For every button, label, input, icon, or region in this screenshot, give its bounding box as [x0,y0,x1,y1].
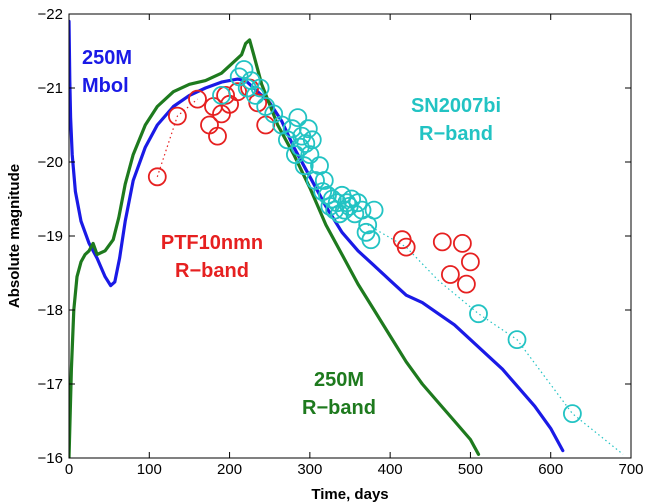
data-point [469,304,488,324]
x-tick-label: 500 [458,461,483,478]
axes-frame [68,13,632,459]
axis-ticks: 0 100 200 300 400 500 600 700 −16 −17 −18 −19 −20 −21… [38,6,644,478]
data-point [167,106,187,126]
x-tick-label: 600 [538,461,563,478]
annotation-sn2007bi-line1: SN2007bi [411,95,501,117]
annotation-sn2007bi-line2: R−band [419,123,493,145]
annotation-ptf10nmn: PTF10nmn R−band [161,232,263,282]
series-line-250m-r-band [69,38,481,458]
data-point [507,330,527,350]
data-point [563,404,582,424]
data-point [147,167,167,187]
y-tick-label: −18 [38,302,63,319]
data-point [188,89,207,109]
series-sn2007bi-r-band [212,60,582,424]
data-point [300,145,320,165]
y-tick-label: −16 [38,450,63,467]
annotation-250m-rband-line1: 250M [314,369,364,391]
x-tick-label: 0 [65,461,73,478]
y-tick-label: −17 [38,376,63,393]
data-point [456,274,476,294]
annotation-250m-rband: 250M R−band [302,369,376,419]
data-point [432,232,452,252]
y-axis-label: Absolute magnitude [6,164,23,308]
data-point [361,230,381,250]
series-line-250m-mbol [69,19,565,453]
x-tick-label: 400 [378,461,403,478]
annotation-sn2007bi: SN2007bi R−band [411,95,501,145]
data-point [364,200,384,220]
data-point [216,86,236,105]
data-point [314,171,334,190]
data-point [460,252,480,272]
y-tick-label: −20 [38,154,63,171]
y-tick-label: −19 [38,228,63,245]
dotted-connector-1 [367,224,624,455]
annotation-250m-mbol: 250M Mbol [82,47,132,97]
data-point [212,86,231,105]
data-point [208,126,227,146]
dotted-connector-0 [156,98,198,177]
data-point [440,265,460,284]
data-point [313,182,333,202]
x-tick-label: 200 [217,461,242,478]
annotation-ptf10nmn-line2: R−band [175,260,249,282]
data-point [298,119,318,139]
data-point [282,119,302,139]
annotation-250m-rband-line2: R−band [302,397,376,419]
data-point [318,185,337,205]
data-point [288,108,308,127]
x-tick-label: 300 [297,461,322,478]
annotation-250m-mbol-line1: 250M [82,47,132,69]
y-tick-label: −21 [38,80,63,97]
data-point [256,115,276,135]
data-point [250,78,270,98]
x-tick-label: 700 [618,461,643,478]
annotation-250m-mbol-line2: Mbol [82,75,129,97]
data-point [396,237,416,257]
data-point [322,189,342,209]
annotation-ptf10nmn-line1: PTF10nmn [161,232,263,254]
x-tick-label: 100 [137,461,162,478]
data-point [294,156,314,176]
data-point [452,233,472,253]
data-point [302,130,322,150]
y-tick-label: −22 [38,6,63,23]
plot-area [69,19,624,458]
x-axis-label: Time, days [311,486,388,503]
